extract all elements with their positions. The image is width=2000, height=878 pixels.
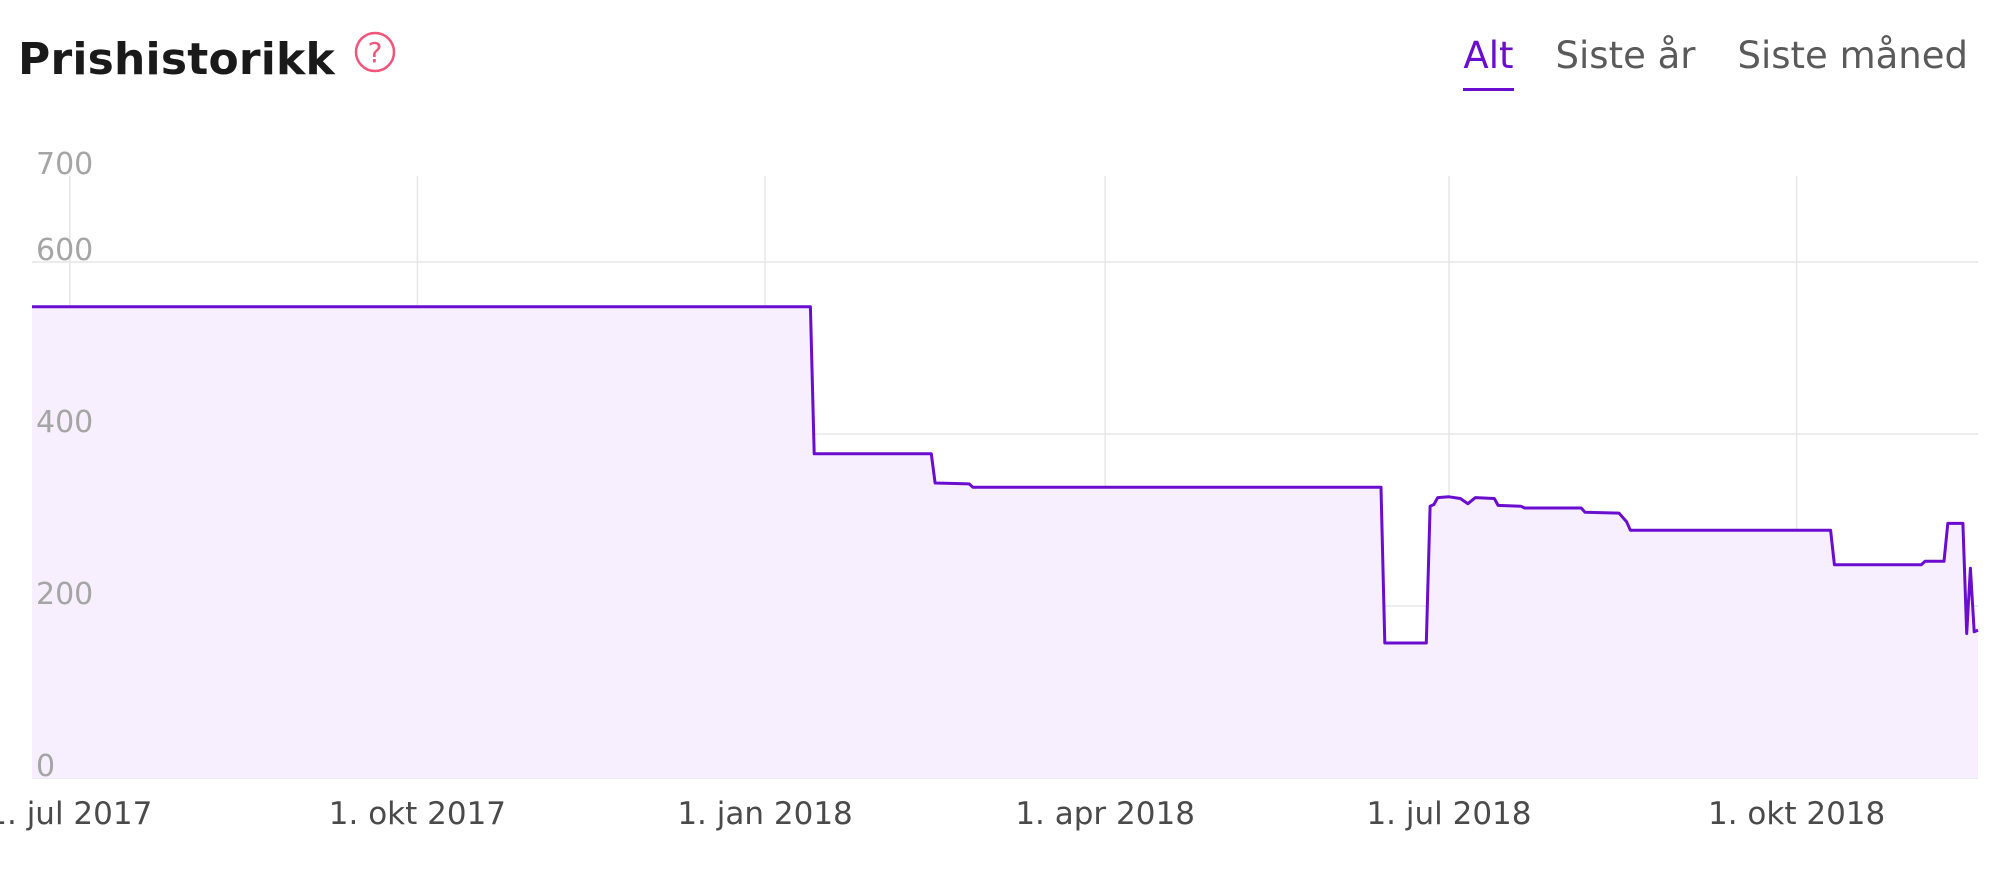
page-title: Prishistorikk [18, 34, 335, 85]
y-tick-label: 600 [36, 233, 93, 268]
price-series-line[interactable] [32, 305, 1979, 645]
range-tabs: Alt Siste år Siste måned [1421, 30, 1968, 91]
question-circle-icon[interactable]: ? [353, 30, 397, 74]
tab-alt[interactable]: Alt [1463, 30, 1514, 91]
y-tick-label: 0 [36, 749, 55, 784]
x-tick-label: 1. okt 2017 [329, 796, 506, 832]
y-axis-ticks: 0 200 400 600 700 [36, 147, 93, 784]
x-tick-label: 1. jul 2018 [1366, 796, 1531, 832]
y-tick-label: 700 [36, 147, 93, 182]
x-tick-label: 1. jul 2017 [0, 796, 152, 832]
x-tick-label: 1. okt 2018 [1708, 796, 1885, 832]
svg-text:?: ? [368, 36, 383, 69]
y-tick-label: 200 [36, 577, 93, 612]
chart-header: Prishistorikk ? [18, 28, 397, 92]
x-tick-label: 1. jan 2018 [677, 796, 852, 832]
y-tick-label: 400 [36, 405, 93, 440]
x-tick-label: 1. apr 2018 [1015, 796, 1195, 832]
price-area-fill [32, 306, 1978, 778]
tab-siste-ar[interactable]: Siste år [1555, 34, 1696, 77]
tab-siste-maned[interactable]: Siste måned [1737, 34, 1969, 77]
x-axis-ticks: 1. jul 2017 1. okt 2017 1. jan 2018 1. apr … [0, 796, 1885, 832]
